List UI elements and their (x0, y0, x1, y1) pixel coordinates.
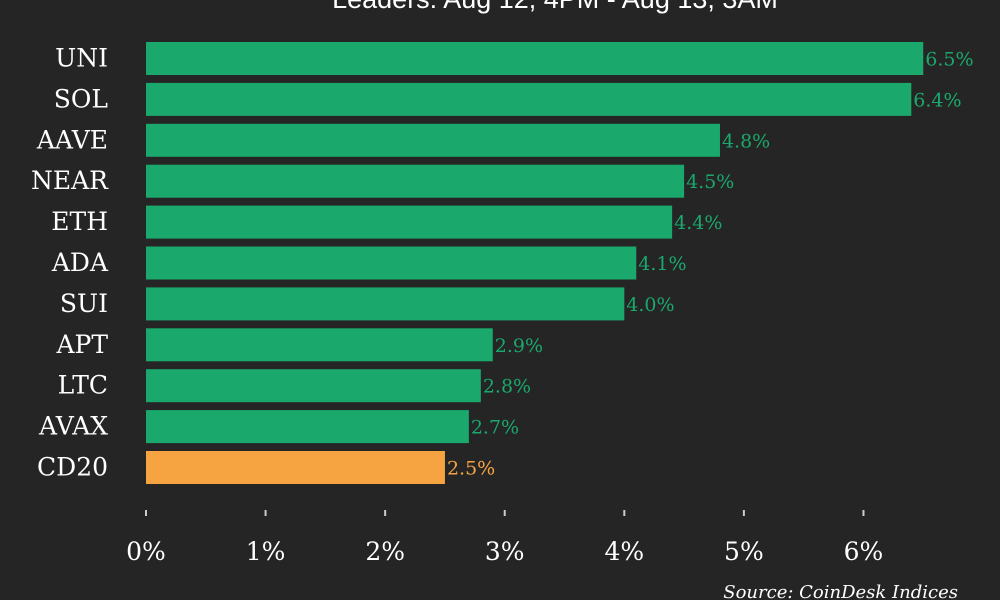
category-label-near: NEAR (31, 166, 109, 195)
bar-avax (146, 410, 469, 444)
chart-title: Leaders: Aug 12, 4PM - Aug 13, 3AM (332, 0, 778, 14)
value-label-aave: 4.8% (722, 130, 770, 152)
value-label-apt: 2.9% (495, 335, 543, 357)
x-tick-label: 1% (246, 537, 286, 566)
category-label-ltc: LTC (58, 371, 108, 400)
category-label-sol: SOL (54, 84, 108, 113)
x-tick-label: 2% (365, 537, 405, 566)
value-label-avax: 2.7% (471, 417, 519, 439)
x-tick-label: 5% (724, 537, 764, 566)
x-axis: 0% 1% 2% 3% 4% 5% 6% (126, 510, 883, 566)
bar-sol (146, 82, 912, 116)
value-label-ada: 4.1% (638, 253, 686, 275)
value-label-ltc: 2.8% (483, 376, 531, 398)
value-label-cd20: 2.5% (447, 458, 495, 480)
bar-aave (146, 123, 720, 157)
bar-ltc (146, 369, 481, 403)
category-label-aave: AAVE (36, 125, 108, 154)
category-label-sui: SUI (60, 289, 108, 318)
value-label-uni: 6.5% (925, 49, 973, 71)
bar-uni (146, 42, 924, 75)
value-label-eth: 4.4% (674, 212, 722, 234)
value-label-sui: 4.0% (626, 294, 674, 316)
category-label-cd20: CD20 (37, 453, 108, 482)
x-tick-label: 4% (604, 537, 644, 566)
category-label-eth: ETH (51, 207, 108, 236)
category-label-avax: AVAX (38, 412, 108, 441)
x-tick-label: 3% (485, 537, 525, 566)
value-label-sol: 6.4% (913, 89, 961, 111)
bar-cd20 (146, 451, 445, 484)
category-label-apt: APT (55, 330, 108, 359)
source-note: Source: CoinDesk Indices (723, 582, 958, 600)
bar-eth (146, 205, 673, 239)
x-tick-label: 6% (844, 537, 884, 566)
x-tick-label: 0% (126, 537, 166, 566)
bars-group: UNI 6.5% SOL 6.4% AAVE 4.8% NEAR 4.5% ETH 4.4% ADA… (31, 42, 974, 484)
bar-ada (146, 246, 637, 280)
value-label-near: 4.5% (686, 171, 734, 193)
bar-sui (146, 287, 625, 321)
bar-near (146, 164, 685, 198)
category-label-uni: UNI (55, 44, 108, 73)
category-label-ada: ADA (51, 248, 109, 277)
bar-apt (146, 328, 493, 362)
